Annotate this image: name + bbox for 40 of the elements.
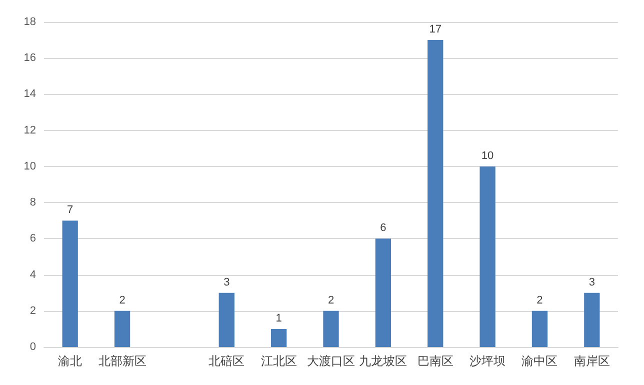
y-tick-label: 0 (30, 341, 36, 353)
y-tick-label: 14 (24, 88, 36, 100)
y-tick-label: 6 (30, 232, 36, 245)
y-tick-label: 18 (24, 16, 36, 28)
x-tick-label: 渝中区 (522, 354, 558, 368)
data-label: 10 (481, 150, 494, 162)
x-tick-label: 北碚区 (208, 354, 245, 368)
data-label: 17 (429, 24, 442, 36)
data-label: 7 (67, 204, 74, 216)
bar (323, 310, 339, 347)
x-tick-label: 巴南区 (417, 354, 454, 368)
data-label: 2 (119, 294, 126, 306)
x-tick-label: 江北区 (260, 354, 297, 368)
y-tick-label: 2 (30, 304, 36, 317)
bar (480, 166, 496, 347)
bar (375, 238, 392, 347)
data-label: 2 (328, 294, 334, 306)
bar (114, 310, 130, 347)
y-tick-label: 12 (24, 124, 36, 136)
x-tick-label: 南岸区 (574, 354, 610, 368)
bar (270, 328, 287, 347)
data-label: 3 (588, 276, 595, 288)
bar (62, 220, 78, 347)
data-label: 3 (224, 276, 230, 288)
data-label: 1 (276, 312, 282, 324)
x-tick-label: 大渡口区 (307, 354, 355, 368)
y-tick-label: 16 (24, 52, 36, 64)
bar (532, 310, 548, 347)
data-label: 6 (380, 222, 386, 234)
y-tick-label: 4 (30, 268, 36, 281)
bar (218, 292, 234, 347)
bar (584, 292, 600, 347)
x-tick-label: 北部新区 (98, 354, 146, 368)
x-tick-label: 渝北 (58, 354, 82, 368)
y-tick-label: 8 (30, 196, 36, 209)
x-tick-label: 九龙坡区 (359, 354, 408, 368)
bar (428, 40, 444, 347)
data-label: 2 (536, 294, 543, 306)
y-tick-label: 10 (24, 160, 36, 172)
x-tick-label: 沙坪坝 (470, 354, 506, 368)
